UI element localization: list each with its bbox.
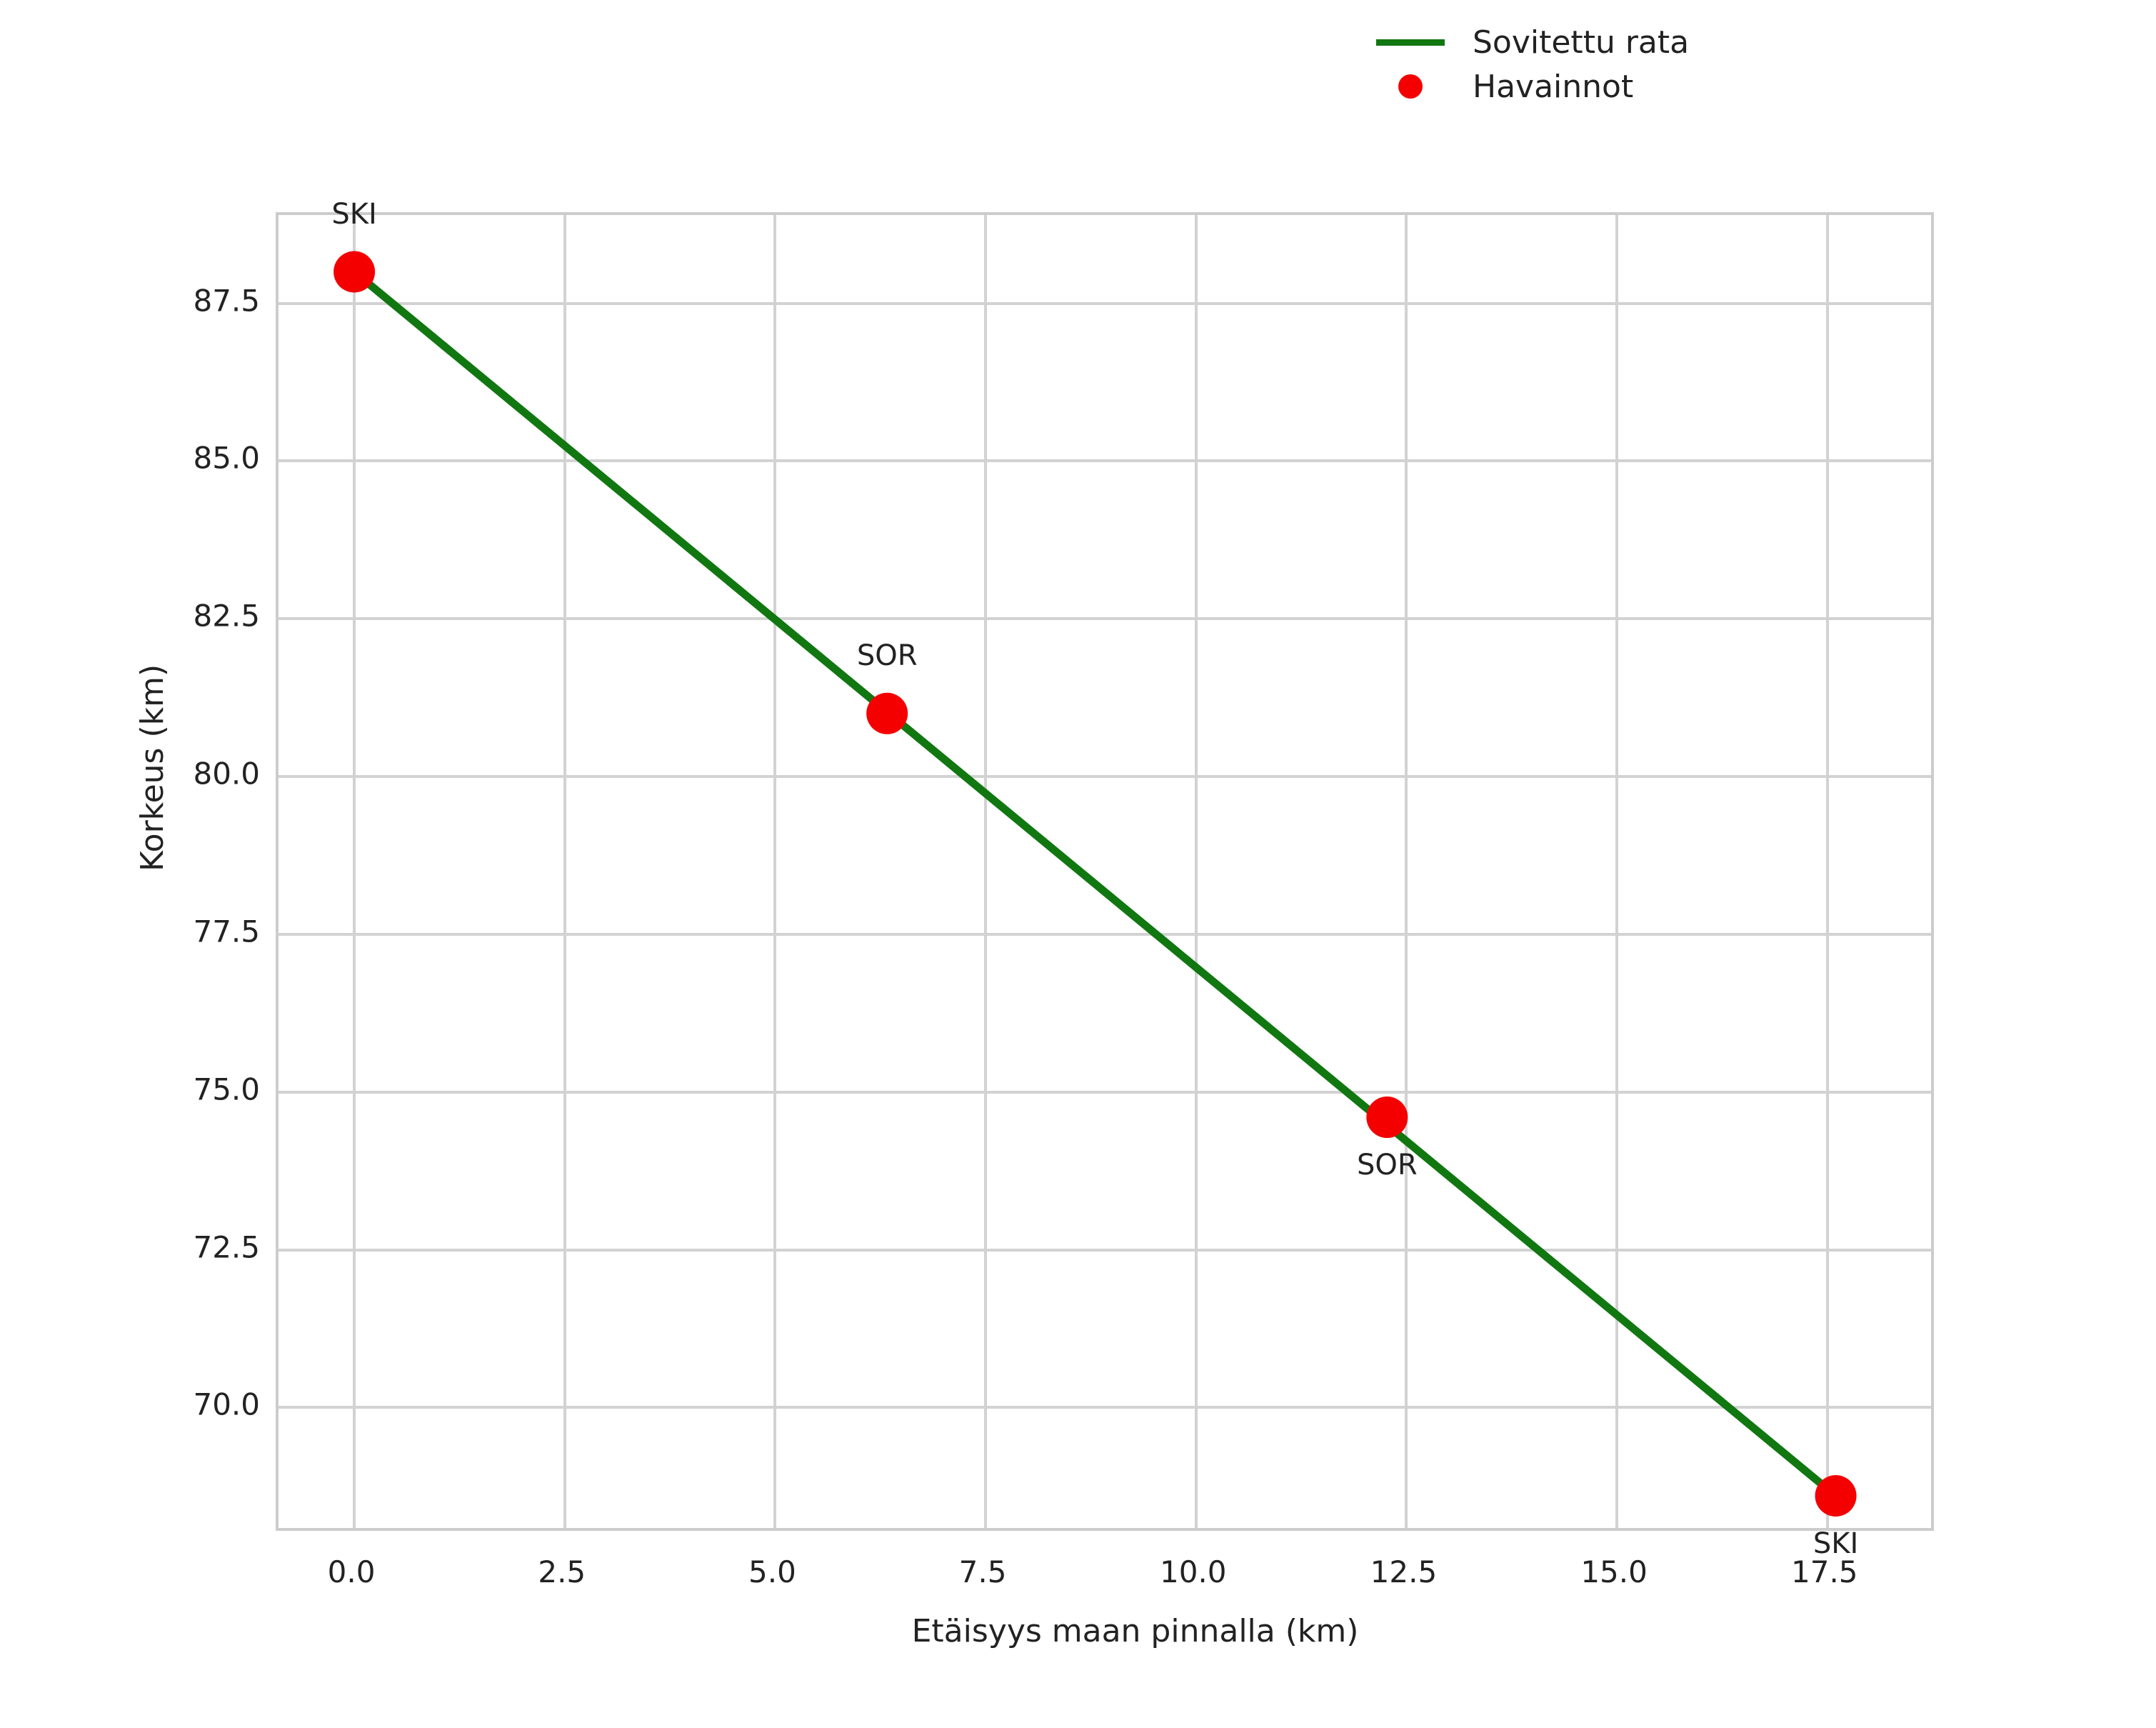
gridline-vertical (1615, 215, 1619, 1528)
gridline-horizontal (279, 459, 1931, 463)
y-tick-label: 85.0 (193, 440, 260, 476)
x-tick-label: 5.0 (748, 1554, 796, 1589)
observation-point (866, 692, 908, 734)
observation-point (1815, 1475, 1857, 1517)
data-layer (334, 251, 1857, 1517)
gridline-vertical (773, 215, 777, 1528)
gridline-horizontal (279, 617, 1931, 621)
gridline-horizontal (279, 932, 1931, 936)
y-tick-label: 72.5 (193, 1229, 260, 1265)
legend-line-swatch (1376, 39, 1445, 46)
station-label: SKI (331, 197, 377, 231)
gridline-vertical (984, 215, 988, 1528)
legend-item-label: Havainnot (1473, 68, 1634, 105)
plot-area: SKI SOR SOR SKI (276, 198, 1934, 1560)
gridline-vertical (1825, 215, 1829, 1528)
y-tick-label: 75.0 (193, 1072, 260, 1107)
y-tick-label: 80.0 (193, 756, 260, 791)
x-tick-label: 15.0 (1580, 1554, 1648, 1589)
observation-point (1366, 1097, 1408, 1139)
x-tick-label: 10.0 (1159, 1554, 1227, 1589)
x-tick-label: 12.5 (1370, 1554, 1438, 1589)
x-tick-label: 0.0 (327, 1554, 376, 1589)
station-label: SKI (1812, 1527, 1859, 1560)
legend-dot-swatch (1398, 74, 1423, 99)
legend-item[interactable]: Havainnot (1364, 64, 1689, 109)
station-label: SOR (1356, 1149, 1418, 1182)
x-axis-title-text: Etäisyys maan pinnalla (km) (911, 1613, 1359, 1649)
gridline-horizontal (279, 1248, 1931, 1252)
gridline-horizontal (279, 301, 1931, 305)
gridline-vertical (353, 215, 356, 1528)
y-axis-title: Korkeus (km) (134, 664, 171, 872)
legend-item[interactable]: Sovitettu rata (1364, 20, 1689, 64)
gridline-vertical (1194, 215, 1198, 1528)
x-axis-title: Etäisyys maan pinnalla (km) (0, 1613, 2156, 1649)
gridline-horizontal (279, 775, 1931, 779)
x-tick-label: 7.5 (958, 1554, 1007, 1589)
x-tick-label: 17.5 (1791, 1554, 1858, 1589)
station-label: SOR (856, 639, 918, 672)
chart-legend: Sovitettu rata Havainnot (1357, 14, 1696, 114)
legend-item-label: Sovitettu rata (1473, 24, 1690, 61)
gridline-vertical (563, 215, 566, 1528)
fitted-trajectory-line (351, 269, 1839, 1499)
y-tick-label: 77.5 (193, 914, 260, 949)
y-tick-label: 70.0 (193, 1387, 260, 1422)
gridline-horizontal (279, 1406, 1931, 1409)
observation-point (334, 251, 376, 293)
y-tick-label: 82.5 (193, 598, 260, 634)
gridline-vertical (1405, 215, 1408, 1528)
y-tick-label: 87.5 (193, 283, 260, 319)
gridline-horizontal (279, 1090, 1931, 1094)
x-tick-label: 2.5 (538, 1554, 586, 1589)
